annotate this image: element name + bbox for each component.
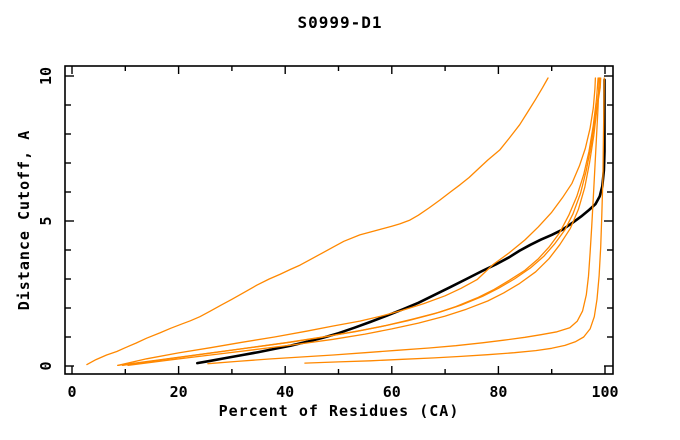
curve-black-curve — [196, 78, 606, 365]
x-tick-label: 20 — [170, 383, 188, 401]
axis-ticks — [65, 66, 613, 374]
x-tick-label: 100 — [591, 383, 618, 401]
y-axis-label: Distance Cutoff, A — [15, 129, 33, 311]
x-tick-label: 60 — [383, 383, 401, 401]
x-tick-label: 0 — [67, 383, 76, 401]
curve-orange-curve-2 — [117, 77, 597, 367]
y-tick-label: 5 — [37, 216, 55, 225]
x-tick-label: 40 — [276, 383, 294, 401]
x-tick-label: 80 — [489, 383, 507, 401]
y-tick-label: 10 — [37, 67, 55, 85]
curve-orange-curve-7 — [304, 77, 605, 364]
curve-orange-curve-5 — [127, 77, 602, 367]
curve-orange-curve-6 — [207, 77, 600, 365]
curve-orange-curve-4 — [121, 77, 601, 367]
plot-frame — [64, 65, 614, 375]
curves — [86, 77, 606, 367]
curve-orange-curve-1 — [86, 77, 549, 366]
curve-orange-curve-3 — [117, 77, 599, 367]
y-tick-label: 0 — [37, 361, 55, 370]
tick-labels: 0 20 40 60 80 100 0 5 10 — [37, 67, 619, 401]
chart-title: S0999-D1 — [297, 13, 383, 32]
x-axis-label: Percent of Residues (CA) — [218, 402, 460, 420]
